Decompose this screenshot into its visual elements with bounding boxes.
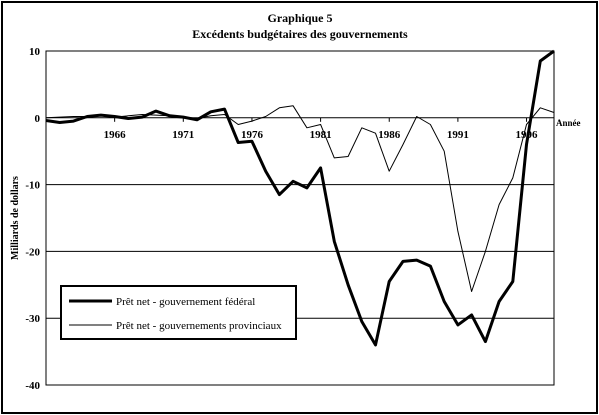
y-tick-label: -40	[25, 380, 40, 392]
series-line-provincial	[45, 105, 555, 292]
chart-title: Graphique 5	[267, 11, 332, 25]
y-tick-label: -20	[25, 246, 40, 258]
x-tick-label: 1986	[378, 129, 401, 141]
plot-border	[45, 50, 555, 386]
legend-box	[60, 285, 297, 340]
series-lines	[45, 49, 555, 347]
x-axis-label: Année	[556, 118, 581, 128]
y-tick-label: -30	[25, 313, 40, 325]
y-axis-ticks: 10 0 -10 -20 -30 -40	[25, 46, 40, 392]
y-tick-label: -10	[25, 180, 40, 192]
y-tick-label: 0	[35, 113, 41, 125]
x-tick-label: 1991	[447, 129, 469, 141]
plot-area: 10 0 -10 -20 -30 -40 1966 1971 1976 1981 1986 1991…	[25, 46, 555, 392]
chart-subtitle: Excédents budgétaires des gouvernements	[192, 27, 408, 41]
legend-label-federal: Prêt net - gouvernement fédéral	[116, 296, 255, 308]
x-tick-label: 1976	[241, 129, 264, 141]
x-tick-label: 1966	[104, 129, 127, 141]
series-line-federal	[45, 49, 555, 347]
y-axis-label: Milliards de dollars	[10, 176, 21, 260]
x-axis-ticks: 1966 1971 1976 1981 1986 1991 1996	[104, 117, 538, 141]
y-tick-label: 10	[29, 46, 41, 58]
x-tick-label: 1971	[172, 129, 194, 141]
x-tick-label: 1981	[310, 129, 332, 141]
legend-label-provincial: Prêt net - gouvernements provinciaux	[116, 320, 282, 332]
legend: Prêt net - gouvernement fédéral Prêt net…	[60, 285, 297, 340]
